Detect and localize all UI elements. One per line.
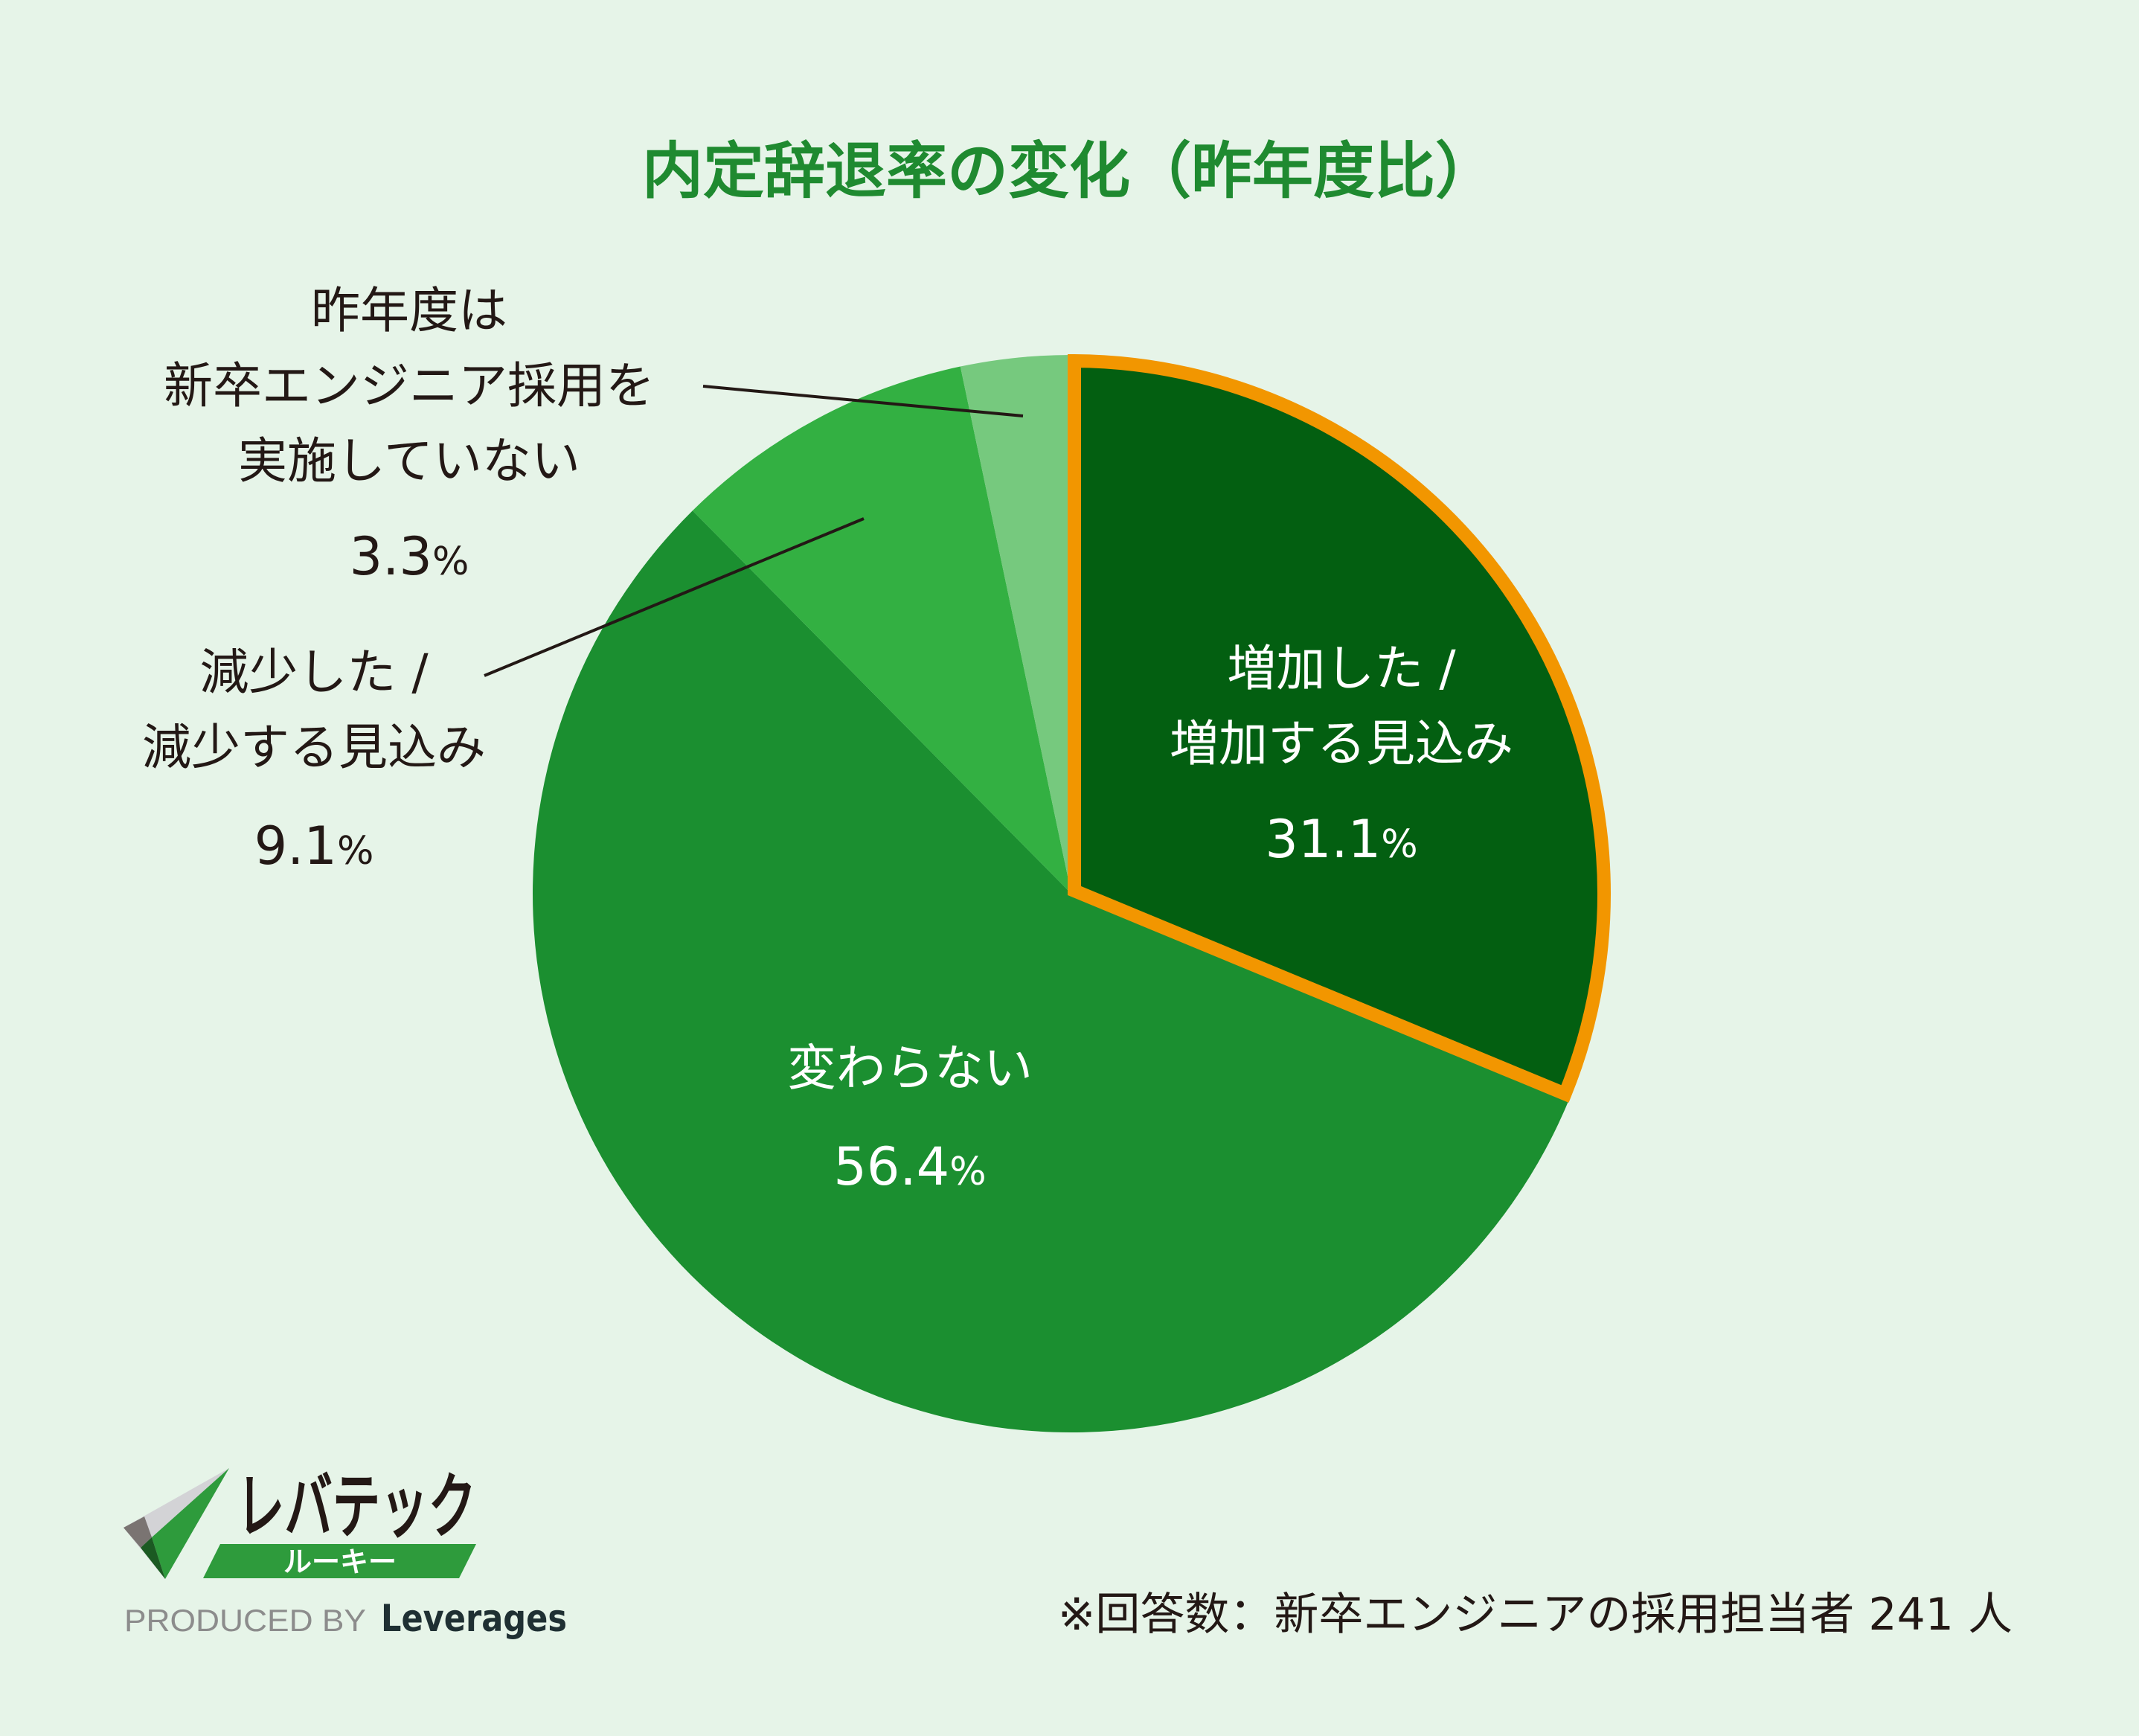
logo-mark-green xyxy=(152,1468,229,1579)
leader-line-not-hiring xyxy=(702,385,1024,417)
svg-text:31.1%: 31.1% xyxy=(1265,809,1417,870)
pie-slice-1 xyxy=(533,510,1571,1432)
label-not-hiring: 昨年度は 新卒エンジニア採用を 実施していない 3.3% xyxy=(164,282,655,587)
pie-slice-2 xyxy=(692,366,1071,894)
svg-text:ルーキー: ルーキー xyxy=(283,1546,397,1578)
svg-text:56.4%: 56.4% xyxy=(833,1136,986,1197)
logo-banner xyxy=(203,1544,476,1578)
footnote: ※回答数：新卒エンジニアの採用担当者 241 人 xyxy=(1058,1589,2013,1641)
svg-text:増加した /: 増加した / xyxy=(1227,640,1456,697)
svg-text:変わらない: 変わらない xyxy=(787,1040,1033,1097)
pie-slice-highlight-border xyxy=(1068,353,1611,1103)
leverages-logo: レバテック ルーキー PRODUCED BY Leverages xyxy=(124,1465,567,1640)
pie-slice-3 xyxy=(960,355,1071,894)
svg-text:Leverages: Leverages xyxy=(381,1597,567,1640)
value-label: 56.4 xyxy=(833,1136,949,1197)
svg-text:新卒エンジニア採用を: 新卒エンジニア採用を xyxy=(164,357,655,414)
label-unchanged: 変わらない 56.4% xyxy=(787,1040,1033,1197)
svg-text:増加する見込み: 増加する見込み xyxy=(1170,715,1513,772)
svg-text:3.3%: 3.3% xyxy=(350,526,469,587)
chart-title: 内定辞退率の変化（昨年度比） xyxy=(642,136,1496,207)
logo-mark-dark-gray xyxy=(124,1516,152,1548)
value-label: 9.1 xyxy=(254,816,337,877)
pie xyxy=(533,353,1611,1432)
svg-text:9.1%: 9.1% xyxy=(254,816,374,877)
svg-text:昨年度は: 昨年度は xyxy=(311,282,507,339)
svg-text:レバテック: レバテック xyxy=(237,1465,476,1548)
leader-line-decreased xyxy=(484,517,865,677)
svg-text:減少した /: 減少した / xyxy=(199,644,429,701)
value-label: 3.3 xyxy=(350,526,432,587)
svg-text:PRODUCED BY: PRODUCED BY xyxy=(124,1603,366,1638)
svg-text:減少する見込み: 減少する見込み xyxy=(142,719,486,776)
svg-text:実施していない: 実施していない xyxy=(238,432,580,490)
value-label: 31.1 xyxy=(1265,809,1381,870)
label-decreased: 減少した / 減少する見込み 9.1% xyxy=(142,644,486,877)
logo-mark-dark-green xyxy=(141,1537,165,1579)
label-increased: 増加した / 増加する見込み 31.1% xyxy=(1170,640,1513,870)
